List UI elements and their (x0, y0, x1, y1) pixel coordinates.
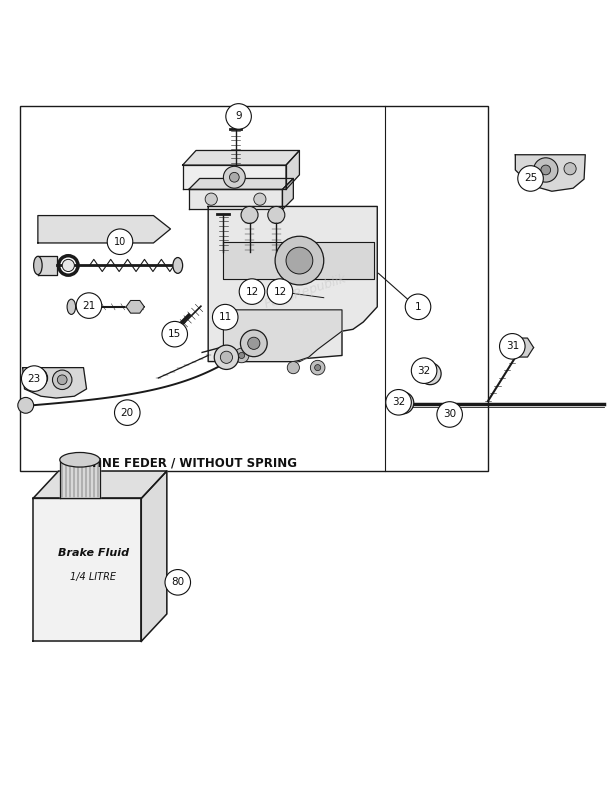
Circle shape (33, 373, 43, 383)
Circle shape (275, 236, 324, 285)
Ellipse shape (60, 453, 100, 467)
Circle shape (405, 294, 431, 320)
Polygon shape (189, 190, 282, 209)
Polygon shape (60, 460, 100, 498)
Text: 32: 32 (392, 397, 405, 408)
Circle shape (419, 363, 441, 385)
Text: 15: 15 (168, 329, 181, 339)
Text: 10: 10 (114, 237, 126, 246)
Circle shape (437, 401, 463, 427)
Polygon shape (183, 165, 286, 190)
Ellipse shape (34, 256, 42, 275)
Text: 1: 1 (415, 302, 422, 312)
Text: 31: 31 (506, 341, 519, 352)
Polygon shape (126, 300, 144, 313)
Circle shape (224, 167, 245, 188)
Text: 32: 32 (417, 366, 431, 376)
Circle shape (114, 400, 140, 425)
Polygon shape (38, 256, 57, 275)
Polygon shape (286, 150, 299, 190)
Circle shape (165, 570, 191, 595)
Circle shape (221, 352, 233, 363)
Circle shape (315, 365, 321, 371)
Circle shape (213, 304, 238, 330)
Circle shape (21, 366, 47, 391)
Circle shape (28, 368, 48, 388)
Circle shape (310, 360, 325, 375)
Circle shape (398, 398, 408, 408)
Circle shape (267, 279, 293, 304)
Circle shape (230, 172, 239, 182)
Text: 20: 20 (121, 408, 134, 418)
Text: 80: 80 (171, 577, 185, 587)
Polygon shape (224, 242, 373, 280)
Polygon shape (183, 150, 299, 165)
Circle shape (76, 293, 102, 318)
Circle shape (107, 229, 133, 254)
Text: Brake Fluid: Brake Fluid (57, 548, 129, 559)
Polygon shape (224, 310, 342, 362)
Text: 23: 23 (27, 374, 41, 384)
Circle shape (500, 333, 525, 359)
Circle shape (518, 166, 543, 191)
Polygon shape (208, 206, 377, 362)
Circle shape (18, 397, 34, 413)
Circle shape (533, 158, 558, 182)
Ellipse shape (399, 399, 406, 412)
Circle shape (425, 369, 435, 378)
Polygon shape (282, 179, 293, 209)
Circle shape (392, 392, 414, 414)
Polygon shape (189, 179, 293, 190)
Text: OHNE FEDER / WITHOUT SPRING: OHNE FEDER / WITHOUT SPRING (82, 457, 298, 469)
Circle shape (254, 193, 266, 205)
Circle shape (240, 330, 267, 356)
Circle shape (564, 163, 576, 175)
Circle shape (235, 348, 249, 363)
Circle shape (162, 322, 188, 347)
Polygon shape (33, 498, 141, 641)
Circle shape (386, 389, 411, 415)
Polygon shape (509, 338, 533, 357)
Polygon shape (38, 216, 170, 243)
Text: 30: 30 (443, 409, 456, 419)
Bar (20, 106, 488, 471)
Polygon shape (23, 367, 87, 398)
Circle shape (226, 103, 251, 130)
Circle shape (247, 337, 260, 349)
Ellipse shape (67, 299, 76, 314)
Circle shape (57, 375, 67, 385)
Circle shape (268, 206, 285, 224)
Circle shape (287, 362, 299, 374)
Circle shape (239, 279, 265, 304)
Circle shape (214, 345, 239, 370)
Circle shape (53, 370, 72, 389)
Circle shape (239, 352, 244, 359)
Text: 12: 12 (273, 287, 287, 296)
Ellipse shape (173, 258, 183, 273)
Text: 21: 21 (82, 300, 95, 310)
Circle shape (205, 193, 218, 205)
Circle shape (411, 358, 437, 383)
Text: PartsRepublik: PartsRepublik (263, 272, 348, 311)
Text: 11: 11 (219, 312, 232, 322)
Text: 9: 9 (235, 111, 242, 122)
Polygon shape (141, 471, 167, 641)
Circle shape (241, 206, 258, 224)
Polygon shape (515, 155, 585, 191)
Circle shape (286, 247, 313, 274)
Circle shape (541, 165, 551, 175)
Circle shape (62, 259, 75, 272)
Text: 25: 25 (524, 174, 537, 183)
Polygon shape (33, 471, 167, 498)
Text: 12: 12 (246, 287, 258, 296)
Text: 1/4 LITRE: 1/4 LITRE (70, 573, 116, 582)
